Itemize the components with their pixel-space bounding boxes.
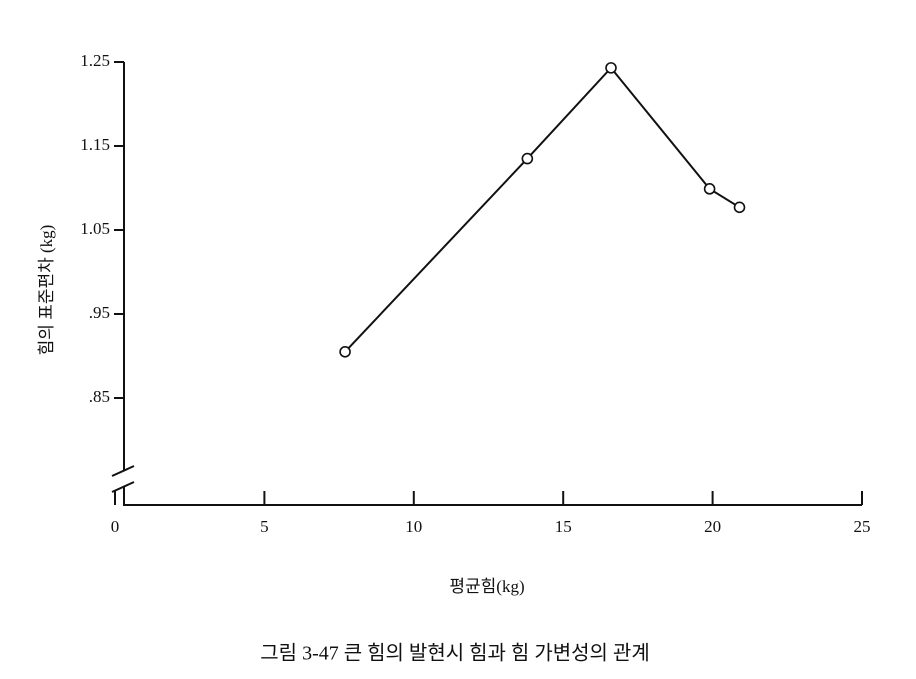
data-point <box>605 62 617 74</box>
x-tick-label: 20 <box>704 517 721 536</box>
x-tick-label: 15 <box>555 517 572 536</box>
y-axis-label: 힘의 표준편차 (kg) <box>37 225 56 356</box>
x-axis-label: 평균힘(kg) <box>449 577 524 596</box>
data-line <box>344 66 741 353</box>
caption: 그림 3-47 큰 힘의 발현시 힘과 힘 가변성의 관계 <box>260 642 649 665</box>
data-point <box>339 345 351 358</box>
y-tick-label: 1.25 <box>80 51 110 70</box>
x-tick-label: 0 <box>111 517 120 536</box>
axis-break <box>111 465 135 493</box>
y-tick-label: 1.15 <box>80 135 110 154</box>
x-tick-label: 25 <box>854 517 871 536</box>
data-point <box>733 201 746 214</box>
x-tick-label: 5 <box>260 517 269 536</box>
y-tick-label: 1.05 <box>80 219 110 238</box>
x-tick-label: 10 <box>405 517 422 536</box>
y-tick-label: .85 <box>89 387 110 406</box>
y-tick-label: .95 <box>89 303 110 322</box>
axes <box>123 62 862 506</box>
data-point <box>521 152 534 165</box>
data-point <box>703 183 716 195</box>
